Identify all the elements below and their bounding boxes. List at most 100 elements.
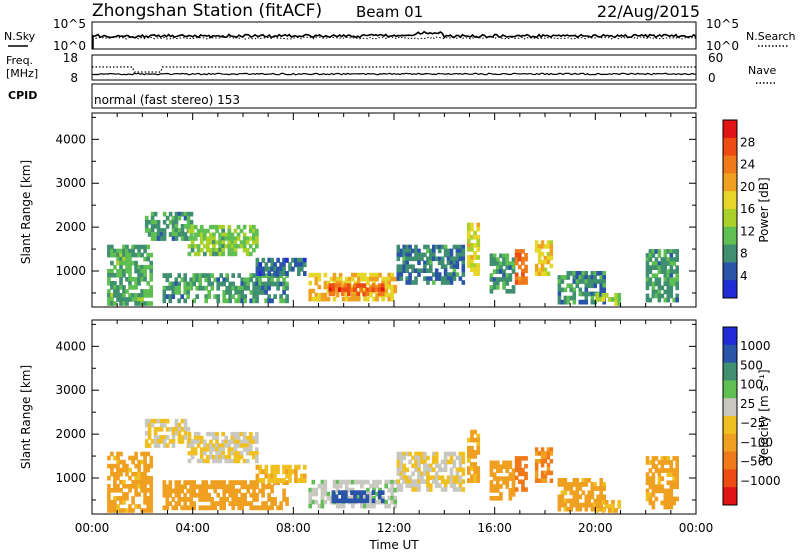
power-cell <box>540 252 545 257</box>
velocity-cell <box>174 422 179 428</box>
power-colorbar-label: Power [dB] <box>757 177 771 242</box>
velocity-cell <box>357 479 361 485</box>
power-cell <box>156 228 161 233</box>
velocity-cell <box>657 488 662 494</box>
power-cell <box>660 293 665 299</box>
power-cell <box>162 228 167 233</box>
power-cell <box>150 228 155 233</box>
power-cell <box>350 287 354 293</box>
frequency-label-line2: [MHz] <box>6 67 38 80</box>
velocity-cell <box>458 451 463 457</box>
velocity-cell <box>199 439 204 444</box>
velocity-cell <box>508 476 513 481</box>
velocity-cell <box>323 491 328 497</box>
power-cell <box>365 287 370 293</box>
velocity-cell <box>149 484 153 489</box>
power-cell <box>183 224 188 229</box>
velocity-cell <box>371 490 376 495</box>
velocity-cell <box>311 499 316 505</box>
power-cell <box>476 222 481 228</box>
power-cell <box>455 256 460 262</box>
power-cell <box>443 268 448 273</box>
power-cell <box>171 290 176 295</box>
velocity-cell <box>143 496 147 501</box>
power-cell <box>473 230 477 236</box>
power-cell <box>137 277 141 282</box>
velocity-cell <box>242 458 247 464</box>
power-cell <box>672 277 676 283</box>
velocity-cell <box>294 464 298 470</box>
power-cell <box>396 272 401 277</box>
power-cell <box>162 236 167 241</box>
velocity-cell <box>607 508 612 513</box>
velocity-cell <box>473 462 477 467</box>
power-cell <box>143 277 147 282</box>
velocity-cell <box>517 463 522 469</box>
velocity-cell <box>452 475 457 480</box>
velocity-cell <box>234 488 238 494</box>
power-cell <box>258 262 263 268</box>
velocity-cell <box>177 435 182 440</box>
power-cell <box>174 228 179 233</box>
power-cell <box>540 259 545 265</box>
velocity-cell <box>362 490 367 495</box>
velocity-cell <box>672 496 676 502</box>
power-cell <box>153 219 158 225</box>
velocity-cell <box>252 484 256 490</box>
power-cell <box>399 264 404 269</box>
velocity-cell <box>203 439 207 444</box>
velocity-cell <box>234 501 238 506</box>
power-cell <box>617 293 622 298</box>
power-cell <box>192 281 196 287</box>
power-cell <box>648 265 653 270</box>
power-cell <box>521 280 525 285</box>
power-cell <box>227 236 232 241</box>
power-cell <box>467 263 471 268</box>
velocity-cell <box>183 505 187 511</box>
power-cell <box>119 248 123 254</box>
power-cell <box>396 248 401 254</box>
velocity-cell <box>414 487 418 492</box>
power-cell <box>222 281 226 287</box>
power-cell <box>331 287 336 293</box>
velocity-cell <box>584 482 589 487</box>
power-cell <box>366 276 370 282</box>
power-cell <box>230 240 235 245</box>
velocity-cell <box>209 451 213 456</box>
power-cell <box>153 232 158 237</box>
velocity-cell <box>452 459 457 465</box>
power-cell <box>234 298 238 304</box>
power-cell <box>270 281 274 287</box>
velocity-cell <box>212 458 216 464</box>
velocity-cell <box>596 494 600 500</box>
velocity-cell <box>511 492 516 497</box>
power-cell <box>243 285 247 291</box>
power-cell <box>116 285 120 290</box>
power-cell <box>221 232 225 237</box>
power-cell <box>476 255 481 260</box>
velocity-cell <box>443 451 448 457</box>
power-cell <box>492 281 497 286</box>
velocity-cell <box>396 487 401 492</box>
velocity-cell <box>521 479 525 484</box>
velocity-cell <box>285 469 289 475</box>
velocity-cell <box>258 469 263 475</box>
velocity-cell <box>390 499 394 505</box>
power-cell <box>411 280 415 285</box>
power-echo-region <box>534 240 554 276</box>
velocity-cell <box>279 501 283 506</box>
velocity-cell <box>495 476 500 481</box>
power-cell <box>593 275 597 280</box>
power-cell <box>408 252 412 258</box>
velocity-cell <box>537 478 542 483</box>
velocity-cell <box>546 447 551 452</box>
velocity-cell <box>654 488 659 494</box>
power-colorbar-tick: 4 <box>740 269 748 283</box>
velocity-cell <box>587 494 592 500</box>
power-cell <box>645 273 650 279</box>
velocity-cell <box>449 471 454 476</box>
velocity-cell <box>186 480 190 485</box>
velocity-cell <box>402 451 406 457</box>
power-cell <box>206 244 210 249</box>
power-cell <box>572 287 577 293</box>
